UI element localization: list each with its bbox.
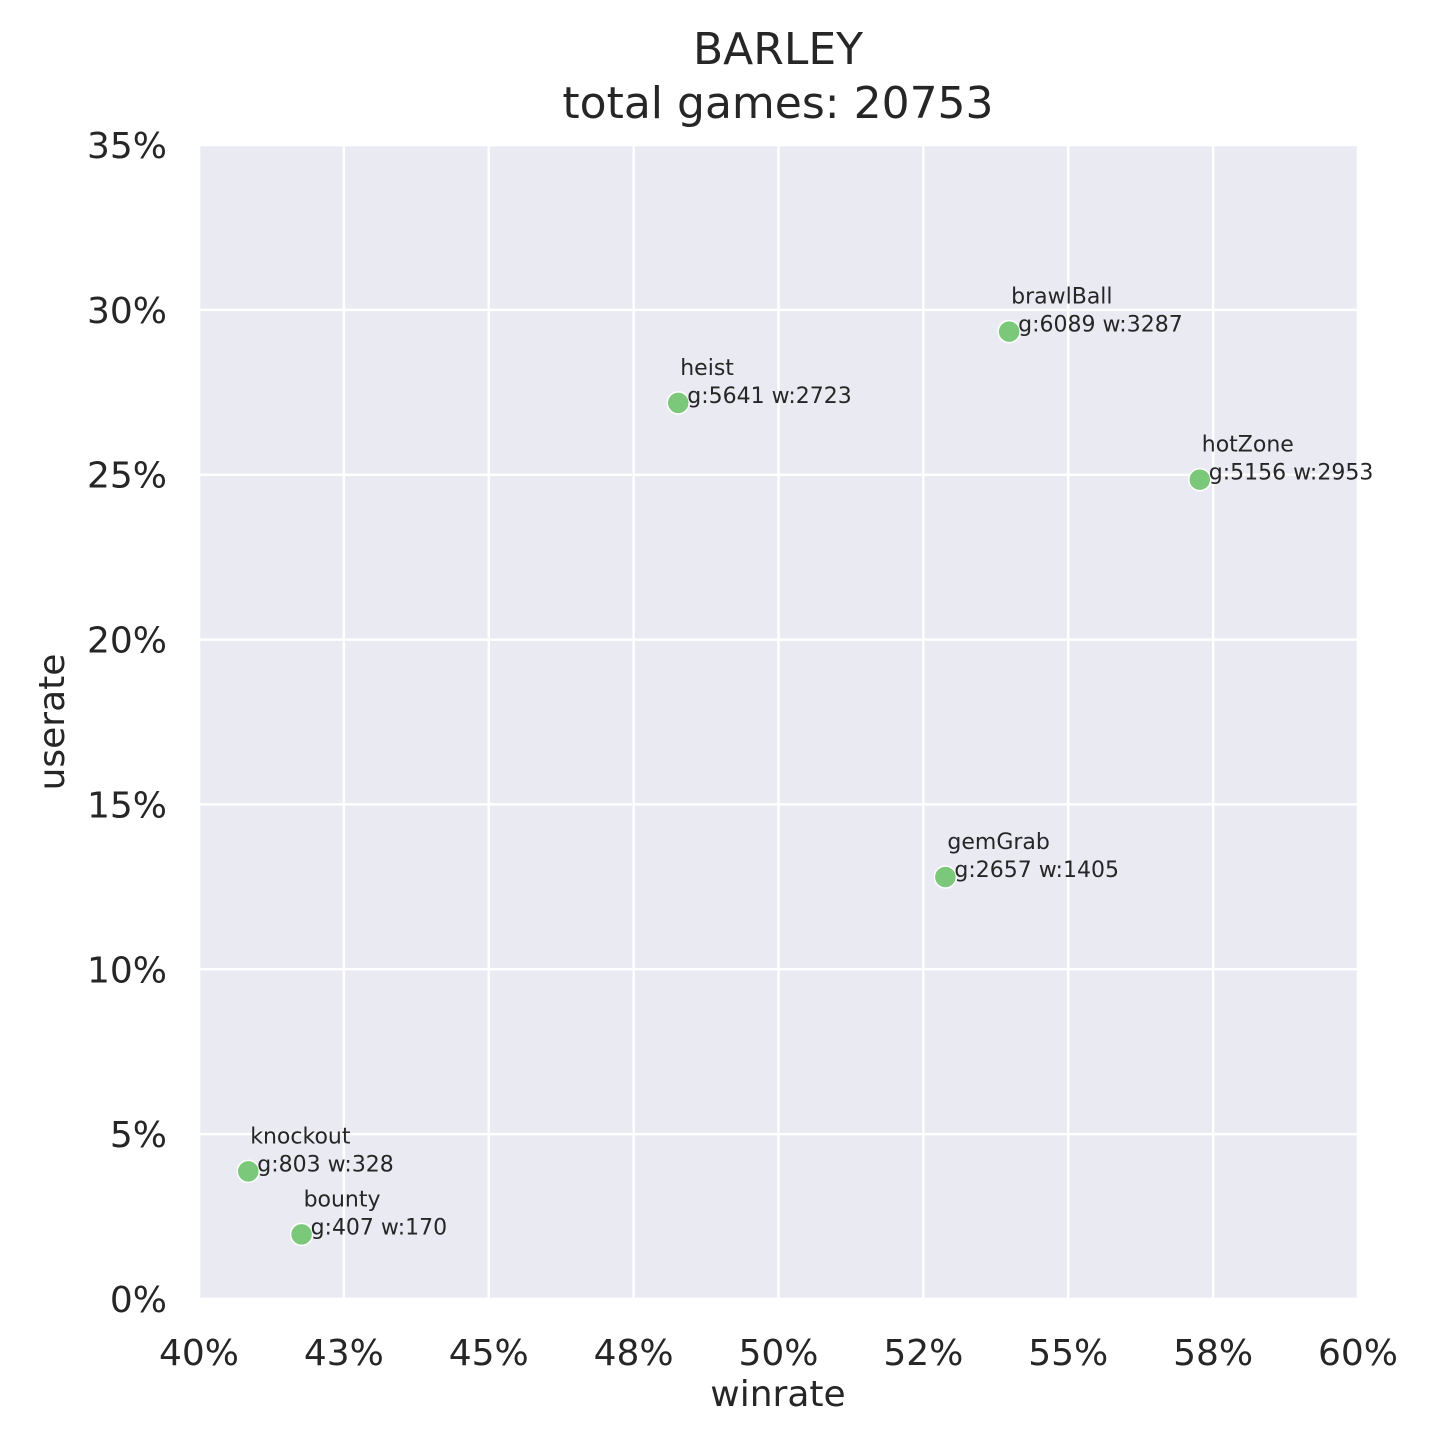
x-tick-label: 48% <box>594 1333 674 1374</box>
data-point <box>1188 467 1212 492</box>
point-name-label: brawlBall <box>1011 285 1112 310</box>
y-tick-label: 20% <box>87 621 167 662</box>
x-tick-label: 40% <box>159 1333 239 1374</box>
x-tick-label: 50% <box>738 1333 818 1374</box>
point-detail-label: g:6089 w:3287 <box>1018 313 1183 338</box>
grid-lines <box>197 143 1360 1301</box>
x-tick-label: 43% <box>304 1333 384 1374</box>
data-point-group: bounty g:407 w:170 <box>289 1187 448 1247</box>
data-point <box>933 865 958 889</box>
x-tick-label: 45% <box>449 1333 529 1374</box>
point-name-label: hotZone <box>1202 433 1294 458</box>
x-tick-label: 58% <box>1173 1333 1253 1374</box>
y-tick-label: 5% <box>110 1115 167 1156</box>
data-point <box>666 391 690 415</box>
x-tick-label: 52% <box>883 1333 963 1374</box>
y-tick-label: 0% <box>110 1280 167 1321</box>
point-name-label: heist <box>680 356 734 381</box>
data-points: brawlBall g:6089 w:3287 heist g:5641 w:2723… <box>236 285 1374 1247</box>
x-tick-label: 60% <box>1318 1333 1398 1374</box>
chart-subtitle: total games: 20753 <box>562 78 993 129</box>
point-name-label: bounty <box>304 1187 381 1212</box>
y-tick-label: 25% <box>87 456 167 497</box>
point-detail-label: g:803 w:328 <box>257 1152 394 1177</box>
y-tick-label: 10% <box>87 950 167 991</box>
data-point-group: hotZone g:5156 w:2953 <box>1188 433 1374 492</box>
y-tick-label: 30% <box>87 291 167 332</box>
data-point <box>289 1222 314 1247</box>
point-detail-label: g:2657 w:1405 <box>954 858 1119 883</box>
data-point-group: gemGrab g:2657 w:1405 <box>933 830 1119 889</box>
data-point-group: brawlBall g:6089 w:3287 <box>997 285 1183 344</box>
y-tick-label: 35% <box>87 126 167 167</box>
point-name-label: knockout <box>250 1124 351 1149</box>
chart-title: BARLEY <box>693 24 863 75</box>
data-point-group: heist g:5641 w:2723 <box>666 356 852 415</box>
point-name-label: gemGrab <box>947 830 1049 855</box>
data-point <box>236 1159 261 1184</box>
tick-labels: 40% 43% 45% 48% 50% 52% 55% 58% 60% 0% 5% 10% 15% 20%… <box>87 126 1398 1374</box>
data-point <box>997 319 1021 344</box>
point-detail-label: g:5641 w:2723 <box>687 384 852 409</box>
x-tick-label: 55% <box>1028 1333 1108 1374</box>
y-tick-label: 15% <box>87 785 167 826</box>
point-detail-label: g:5156 w:2953 <box>1209 461 1374 486</box>
point-detail-label: g:407 w:170 <box>311 1215 448 1240</box>
data-point-group: knockout g:803 w:328 <box>236 1124 394 1184</box>
y-axis-label: userate <box>32 654 73 791</box>
x-axis-label: winrate <box>710 1374 845 1415</box>
